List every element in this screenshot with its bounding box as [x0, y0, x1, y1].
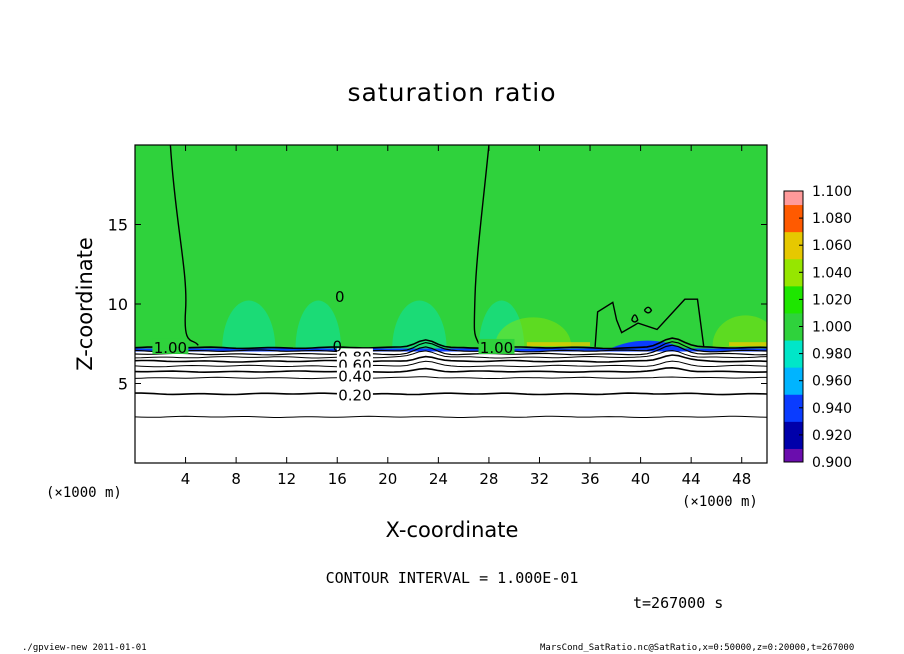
contour-line: [135, 354, 767, 363]
x-tick-label: 24: [429, 470, 448, 488]
contour-label: 0: [332, 337, 342, 355]
contour-label-bg: [478, 338, 515, 354]
contour-label-bg: [152, 338, 189, 354]
colorbar-swatch: [784, 326, 803, 341]
contour-label: 1.00: [480, 339, 513, 357]
colorbar-swatch: [784, 312, 803, 327]
colorbar-label: 0.920: [812, 428, 852, 444]
contour-line-1-00: [169, 145, 199, 346]
contour-line: [135, 366, 767, 374]
colorbar-swatch: [784, 434, 803, 449]
colorbar-label: 0.940: [812, 401, 852, 417]
colorbar-swatch: [784, 299, 803, 314]
colorbar-swatch: [784, 380, 803, 395]
colorbar-swatch: [784, 421, 803, 436]
contour-label: 1.00: [154, 339, 187, 357]
colorbar-label: 1.080: [812, 211, 852, 227]
chart-title: saturation ratio: [347, 78, 556, 107]
colorbar-swatch: [784, 231, 803, 246]
contour-line: [135, 349, 767, 359]
contour-line: [135, 344, 767, 356]
contour-label-bg: [336, 386, 373, 402]
contour-line: [135, 392, 767, 396]
contour-line: [135, 415, 767, 418]
colorbar-swatch: [784, 448, 803, 463]
colorbar-swatch: [784, 191, 803, 206]
colorbar-swatch: [784, 394, 803, 409]
footer-left: ./gpview-new 2011-01-01: [22, 643, 147, 653]
y-tick-label: 5: [118, 375, 128, 394]
colorbar-swatch: [784, 258, 803, 273]
x-tick-label: 32: [530, 470, 549, 488]
contour-line-1-00: [594, 298, 705, 348]
colorbar-label: 1.020: [812, 292, 852, 308]
colorbar-swatch: [784, 218, 803, 233]
x-tick-label: 16: [328, 470, 347, 488]
colorbar-swatch: [784, 367, 803, 382]
colorbar-label: 0.960: [812, 374, 852, 390]
colorbar-label: 1.040: [812, 265, 852, 281]
colorbar-swatch: [784, 353, 803, 368]
time-label: t=267000 s: [633, 594, 723, 612]
x-tick-label: 40: [631, 470, 650, 488]
contour-label: 0.40: [338, 368, 371, 386]
x-tick-label: 36: [580, 470, 599, 488]
x-unit-label: (×1000 m): [682, 494, 758, 510]
colorbar-swatch: [784, 285, 803, 300]
colorbar-swatch: [784, 272, 803, 287]
colorbar-swatch: [784, 245, 803, 260]
colorbar: 0.900 0.920 0.940 0.960 0.980 1.000 1.020 1.040…: [783, 184, 852, 471]
x-tick-label: 28: [479, 470, 498, 488]
y-tick-label: 10: [108, 295, 128, 314]
supersaturated-strip: [526, 342, 591, 347]
footer-right: MarsCond_SatRatio.nc@SatRatio,x=0:50000,…: [540, 643, 854, 653]
x-tick-label: 8: [231, 470, 241, 488]
colorbar-label: 1.060: [812, 238, 852, 254]
colorbar-label: 1.100: [812, 184, 852, 200]
plot-area: 1.001.000.800.600.400.2000: [135, 145, 767, 463]
contour-interval: CONTOUR INTERVAL = 1.000E-01: [326, 569, 579, 587]
y-axis: 5 10 15: [108, 216, 767, 394]
x-axis-label: X-coordinate: [386, 518, 519, 542]
colorbar-swatch: [784, 407, 803, 422]
contour-line-1-00: [643, 306, 653, 314]
x-tick-label: 48: [732, 470, 751, 488]
colorbar-swatch: [784, 204, 803, 219]
x-tick-label: 4: [181, 470, 191, 488]
colorbar-label: 0.900: [812, 455, 852, 471]
y-tick-label: 15: [108, 216, 128, 235]
x-tick-label: 12: [277, 470, 296, 488]
contour-label-bg: [336, 367, 373, 383]
contour-line: [135, 341, 767, 353]
contour-line-1-00: [473, 145, 490, 345]
x-tick-label: 20: [378, 470, 397, 488]
x-tick-label: 44: [682, 470, 701, 488]
contour-line: [135, 337, 767, 350]
contour-line: [135, 360, 767, 368]
z-unit-label: (×1000 m): [46, 485, 122, 501]
y-axis-label: Z-coordinate: [73, 237, 97, 371]
colorbar-swatch: [784, 340, 803, 355]
supersaturated-strip: [729, 342, 767, 347]
colorbar-label: 1.000: [812, 320, 852, 336]
contour-label: 0: [335, 288, 345, 306]
contour-label: 0.20: [338, 387, 371, 405]
contour-line: [135, 376, 767, 380]
x-axis: 4 8 12 16 20 24 28 32 36 40 44 48: [181, 145, 751, 488]
colorbar-label: 0.980: [812, 347, 852, 363]
contour-line-1-00: [631, 314, 639, 323]
